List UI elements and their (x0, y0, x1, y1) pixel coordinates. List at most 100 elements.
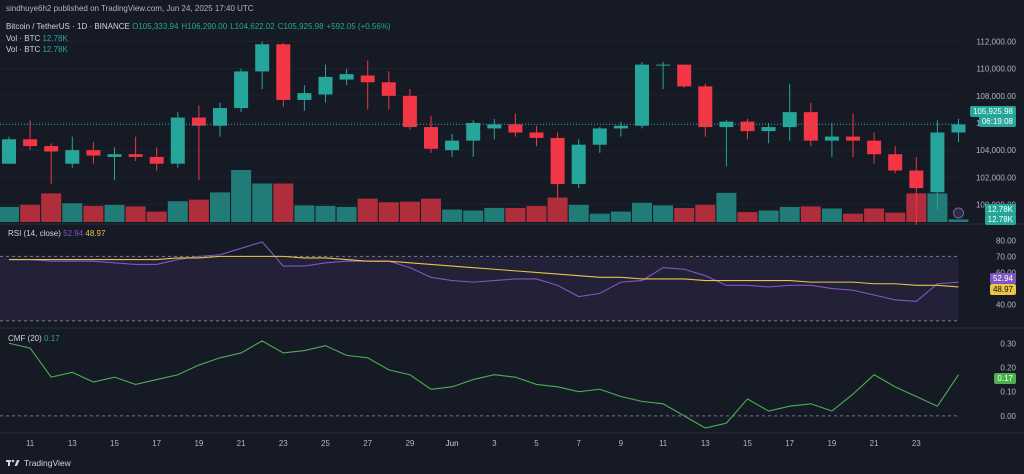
candle-body (867, 140, 882, 155)
rsi-ma-badge: 48.97 (989, 284, 1016, 295)
volume-bar (800, 206, 821, 222)
cmf-axis-tick: 0.30 (1000, 339, 1016, 348)
x-axis-tick: 17 (152, 439, 161, 448)
volume-bar (378, 202, 399, 222)
candle-body (529, 132, 544, 138)
volume-bar (948, 219, 969, 222)
tradingview-logo-icon (6, 459, 20, 466)
ohlc-change: +592.05 (+0.56%) (326, 22, 391, 31)
candle-body (635, 64, 649, 126)
volume-bar (737, 212, 758, 222)
candle-body (170, 117, 185, 164)
symbol-line[interactable]: Bitcoin / TetherUS · 1D · BINANCE (6, 22, 130, 31)
x-axis-tick: 21 (870, 439, 879, 448)
candle-body (44, 146, 59, 152)
candle-body (234, 71, 249, 109)
candle-body (846, 136, 860, 141)
volume-bar (758, 210, 779, 222)
x-axis-tick: 27 (363, 439, 372, 448)
price-axis-tick: 108,000.00 (976, 92, 1017, 101)
cmf-axis-tick: 0.20 (1000, 363, 1016, 372)
candle-body (318, 76, 333, 95)
volume-bar (336, 206, 357, 222)
ohlc-open: O105,333.94 (132, 22, 179, 31)
candle-body (466, 123, 481, 141)
candle-body (951, 124, 966, 133)
volume-bar (357, 198, 378, 222)
candle-body (276, 44, 291, 100)
x-axis-tick: 11 (26, 439, 35, 448)
cmf-value: 0.17 (44, 334, 60, 343)
x-axis-tick: 29 (405, 439, 414, 448)
volume-value: 12.78K (42, 34, 68, 43)
volume-bar (315, 205, 336, 222)
volume-bar (484, 207, 505, 222)
candle-body (191, 117, 206, 126)
volume-bar (568, 204, 589, 222)
x-axis-tick: 19 (194, 439, 203, 448)
volume-bar (20, 204, 41, 222)
candle-body (740, 121, 755, 132)
candle-body (149, 156, 164, 164)
volume-legend-2[interactable]: Vol · BTC 12.78K (6, 45, 68, 54)
candle-body (65, 150, 80, 164)
ohlc-high: H106,290.00 (181, 22, 228, 31)
volume-bar (188, 199, 209, 222)
volume-bar (146, 211, 167, 222)
x-axis-tick: 5 (534, 439, 539, 448)
event-marker-icon (953, 207, 964, 219)
ohlc-close: C105,925.98 (277, 22, 324, 31)
footer-brand: TradingView (24, 458, 71, 468)
candle-body (424, 127, 438, 149)
rsi-line (9, 241, 959, 303)
candle-body (550, 137, 565, 185)
volume-bar (125, 206, 146, 222)
x-axis-tick: 7 (576, 439, 581, 448)
candle-body (381, 82, 396, 96)
volume-bar (62, 203, 83, 222)
rsi-ma-value: 48.97 (85, 229, 106, 238)
volume-bar (821, 208, 842, 222)
x-axis-tick: 15 (743, 439, 752, 448)
volume-bar (695, 204, 716, 222)
volume-bar (610, 211, 631, 222)
rsi-band-fill (0, 256, 958, 321)
price-axis-tick: 104,000.00 (976, 146, 1017, 155)
volume-bar (864, 208, 885, 222)
x-axis-tick: 13 (701, 439, 710, 448)
volume-legend-1[interactable]: Vol · BTC 12.78K (6, 34, 68, 43)
rsi-badge: 52.94 (989, 273, 1016, 284)
volume-bar (104, 204, 125, 222)
volume-bar (674, 207, 695, 222)
volume-bar (231, 170, 252, 222)
volume-bar (653, 205, 674, 222)
ohlc-low: L104,622.02 (230, 22, 275, 31)
x-axis-tick: 13 (68, 439, 77, 448)
rsi-axis-tick: 60.00 (996, 268, 1017, 277)
rsi-label: RSI (14, close) (8, 229, 61, 238)
x-axis-tick: 21 (237, 439, 246, 448)
volume-bar (399, 201, 420, 222)
candle-body (909, 170, 924, 189)
candle-body (339, 74, 354, 80)
cmf-legend[interactable]: CMF (20) 0.17 (8, 334, 60, 343)
volume-bar (505, 207, 526, 222)
volume-bar (252, 183, 273, 222)
candle-body (86, 150, 101, 156)
tradingview-footer[interactable]: TradingView (6, 458, 71, 468)
candle-body (782, 112, 797, 128)
rsi-axis-tick: 40.00 (996, 301, 1017, 310)
candle-body (445, 140, 460, 151)
x-axis-tick: Jun (446, 439, 459, 448)
volume-bar (41, 193, 62, 222)
volume-bar (547, 197, 568, 222)
volume-bar (167, 201, 188, 222)
candle-body (613, 125, 628, 129)
x-axis-tick: 9 (619, 439, 624, 448)
rsi-legend[interactable]: RSI (14, close) 52.94 48.97 (8, 229, 105, 238)
price-badge: 105,925.98 (969, 106, 1016, 117)
candle-body (824, 136, 839, 141)
candle-body (592, 128, 607, 145)
volume-bar (83, 205, 104, 222)
